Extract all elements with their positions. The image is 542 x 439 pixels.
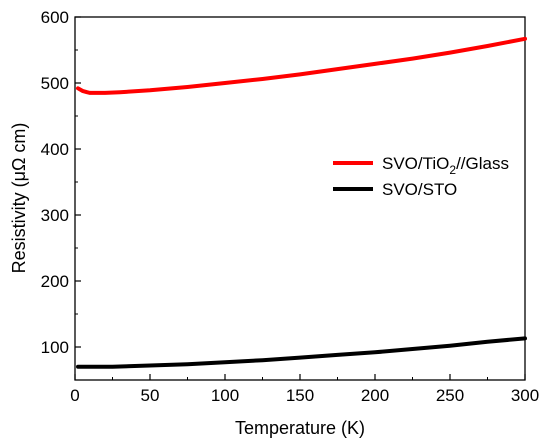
axis-ticks: 0 50 100 150 200 250 300 100 200 300 400 500 600 [41,8,540,405]
y-axis-title: Resistivity (μΩ cm) [9,123,29,274]
x-tick-label: 150 [286,386,314,405]
legend-label-series-1-tail: //Glass [456,154,509,173]
x-axis-title: Temperature (K) [235,418,365,438]
x-tick-label: 300 [511,386,539,405]
y-tick-label: 600 [41,8,69,27]
series-lines [76,36,527,369]
y-tick-label: 100 [41,338,69,357]
x-tick-label: 50 [141,386,160,405]
series-line-1 [76,36,527,95]
y-tick-label: 400 [41,140,69,159]
legend-label-series-1-main: SVO/TiO [382,154,449,173]
y-tick-label: 200 [41,272,69,291]
legend-label-series-1: SVO/TiO2//Glass [382,154,509,177]
y-tick-label: 300 [41,206,69,225]
x-tick-label: 200 [361,386,389,405]
legend-label-series-1-subscript: 2 [449,163,456,177]
y-tick-label: 500 [41,74,69,93]
x-tick-label: 250 [436,386,464,405]
legend-label-series-2: SVO/STO [382,180,457,199]
plot-frame [74,16,526,381]
series-line-2 [76,336,527,369]
legend: SVO/TiO2//Glass SVO/STO [333,154,509,199]
x-tick-label: 0 [70,386,79,405]
x-tick-label: 100 [211,386,239,405]
